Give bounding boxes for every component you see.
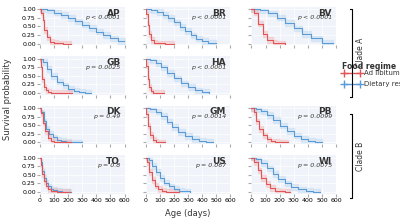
Text: BV: BV [318,9,332,18]
Text: p < 0.0001: p < 0.0001 [191,64,226,70]
Text: p = 0.0025: p = 0.0025 [85,64,120,70]
Text: p = 0.0099: p = 0.0099 [296,114,332,119]
Text: DK: DK [106,107,120,116]
Text: HA: HA [212,58,226,67]
Text: Clade A: Clade A [356,38,365,68]
Text: PB: PB [318,107,332,116]
Text: TO: TO [106,157,120,166]
Text: p < 0.0001: p < 0.0001 [296,15,332,20]
Text: p = 0.0075: p = 0.0075 [296,163,332,169]
Text: p = 0.8: p = 0.8 [97,163,120,169]
Text: AP: AP [107,9,120,18]
Text: GM: GM [210,107,226,116]
Text: Survival probability: Survival probability [4,58,12,140]
Text: Dietary restriction: Dietary restriction [364,81,400,87]
Text: Food regime: Food regime [342,62,396,71]
Text: p = 0.067: p = 0.067 [195,163,226,169]
Text: Age (days): Age (days) [165,209,211,218]
Text: p = 0.0014: p = 0.0014 [191,114,226,119]
Text: p < 0.0001: p < 0.0001 [85,15,120,20]
Text: GB: GB [106,58,120,67]
Text: BR: BR [212,9,226,18]
Text: p = 0.49: p = 0.49 [93,114,120,119]
Text: US: US [212,157,226,166]
Text: WI: WI [318,157,332,166]
Text: Clade B: Clade B [356,142,365,171]
Text: p < 0.0001: p < 0.0001 [191,15,226,20]
Text: Ad libitum: Ad libitum [364,70,400,76]
